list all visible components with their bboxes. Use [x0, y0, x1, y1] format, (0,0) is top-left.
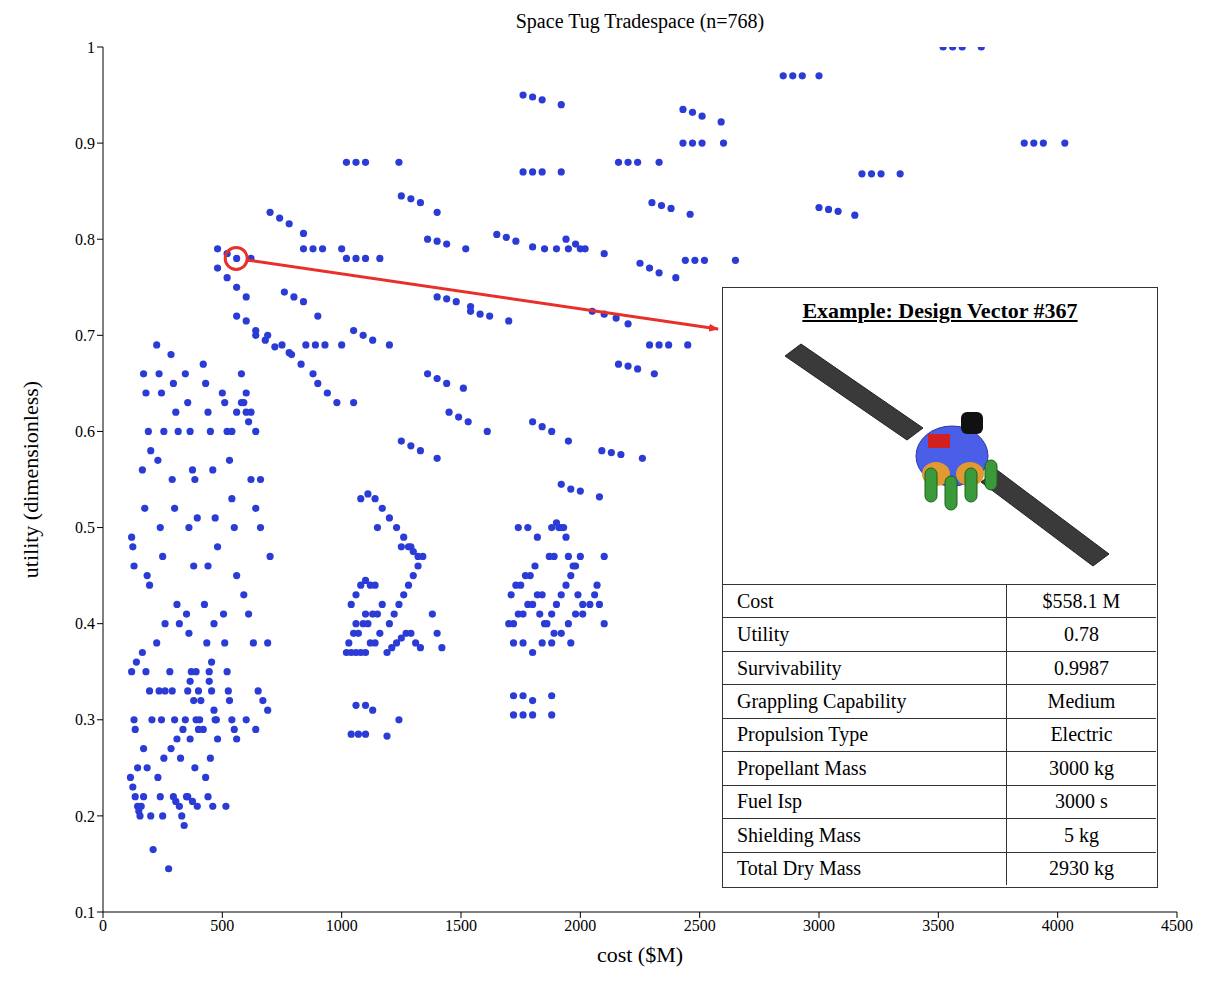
svg-text:0.5: 0.5	[75, 519, 95, 536]
html-text:5 kg: 5 kg	[1064, 823, 1099, 846]
svg-text:0.6: 0.6	[75, 423, 95, 440]
svg-text:Space Tug Tradespace (n=768): Space Tug Tradespace (n=768)	[516, 10, 765, 33]
svg-text:500: 500	[210, 917, 234, 934]
svg-text:4000: 4000	[1042, 917, 1074, 934]
svg-text:2500: 2500	[684, 917, 716, 934]
svg-text:1000: 1000	[326, 917, 358, 934]
html-text:Medium: Medium	[1047, 690, 1116, 712]
svg-text:0.1: 0.1	[75, 904, 95, 921]
svg-text:3500: 3500	[922, 917, 954, 934]
svg-text:utility (dimensionless): utility (dimensionless)	[18, 381, 43, 578]
html-text:Propellant Mass: Propellant Mass	[737, 756, 867, 779]
svg-text:0: 0	[99, 917, 107, 934]
html-text:Cost: Cost	[737, 589, 774, 612]
html-text:3000 kg: 3000 kg	[1049, 756, 1114, 779]
html-text:Fuel Isp: Fuel Isp	[737, 790, 802, 813]
html-text:0.78: 0.78	[1064, 623, 1099, 646]
svg-text:0.9: 0.9	[75, 135, 95, 152]
svg-text:4500: 4500	[1161, 917, 1193, 934]
svg-text:0.7: 0.7	[75, 327, 95, 344]
svg-text:1500: 1500	[445, 917, 477, 934]
svg-text:cost ($M): cost ($M)	[597, 942, 683, 967]
svg-text:0.8: 0.8	[75, 231, 95, 248]
html-text:3000 s: 3000 s	[1055, 790, 1108, 813]
svg-text:2000: 2000	[564, 917, 596, 934]
html-text:0.9987: 0.9987	[1054, 656, 1109, 679]
svg-text:3000: 3000	[803, 917, 835, 934]
html-text:Utility: Utility	[737, 623, 790, 646]
html-text:Example: Design Vector #367: Example: Design Vector #367	[802, 298, 1078, 323]
svg-text:1: 1	[87, 39, 95, 56]
html-text:Shielding Mass: Shielding Mass	[737, 823, 861, 846]
html-text:2930 kg: 2930 kg	[1049, 857, 1114, 880]
svg-text:0.2: 0.2	[75, 808, 95, 825]
html-text:Propulsion Type: Propulsion Type	[737, 723, 868, 746]
svg-text:0.4: 0.4	[75, 615, 95, 632]
html-text:Grappling Capability: Grappling Capability	[737, 690, 907, 712]
html-text:Electric: Electric	[1050, 723, 1113, 746]
html-text:$558.1 M: $558.1 M	[1042, 589, 1121, 612]
html-text:Survivability: Survivability	[737, 656, 842, 679]
svg-text:0.3: 0.3	[75, 711, 95, 728]
html-text:Total Dry Mass: Total Dry Mass	[737, 857, 862, 880]
